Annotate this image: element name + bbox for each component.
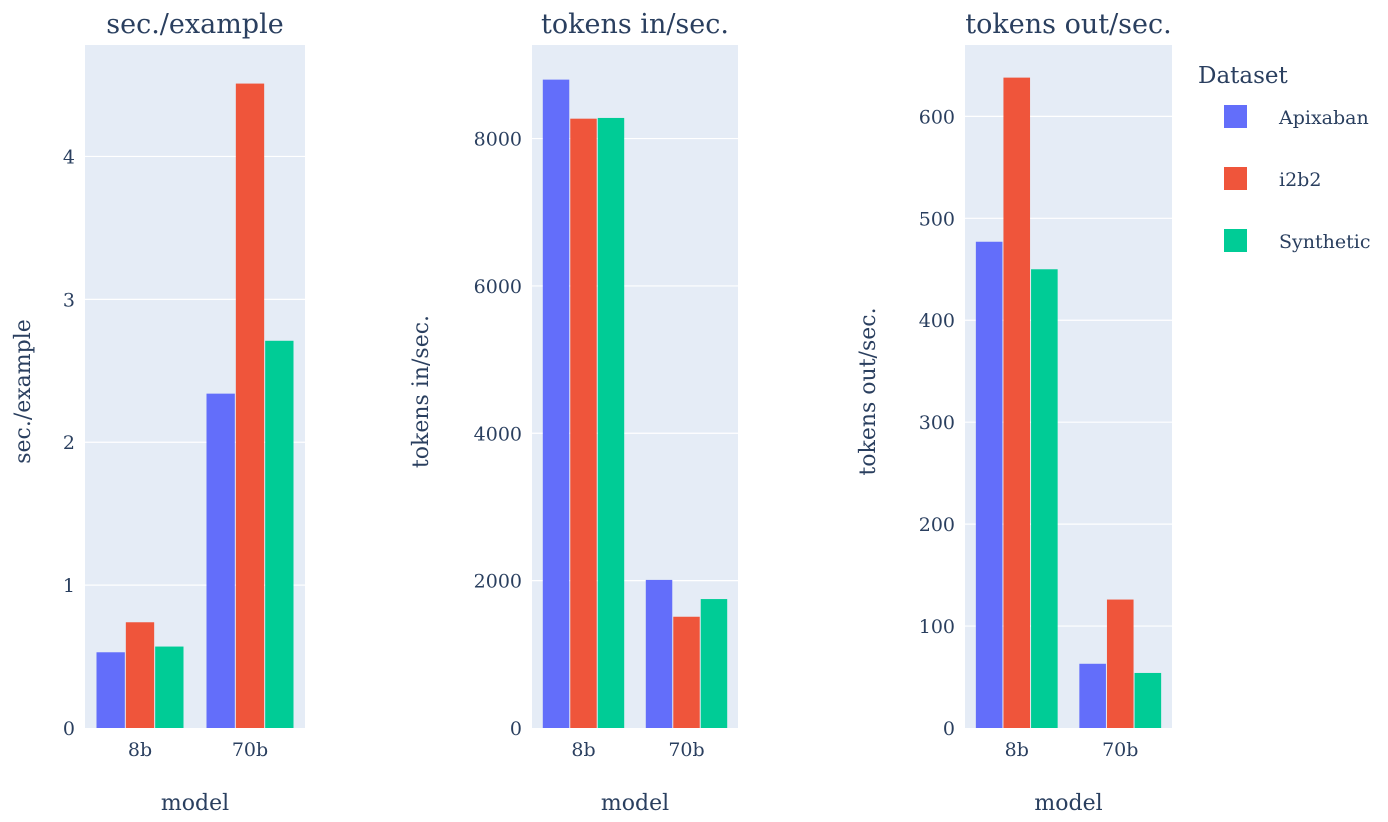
legend-label: Apixaban	[1278, 107, 1369, 129]
y-tick-label: 100	[919, 616, 955, 638]
bar-synthetic-70b	[700, 599, 728, 728]
bar-synthetic-8b	[155, 646, 184, 728]
x-axis-title: model	[161, 791, 229, 816]
y-axis-title: sec./example	[11, 319, 36, 464]
chart-panel-1: 0 1 2 3 4 8b 70b sec./example model sec./example	[11, 9, 305, 816]
legend: Dataset Apixaban i2b2 Synthetic	[1198, 63, 1370, 253]
y-tick-label: 400	[919, 310, 955, 332]
chart-panel-3: 0 100 200 300 400 500 600 8b 70b tokens out/sec. m…	[856, 9, 1172, 816]
y-tick-label: 3	[63, 289, 75, 311]
y-tick-label: 6000	[474, 276, 522, 298]
bar-synthetic-8b	[597, 117, 625, 728]
bar-i2b2-70b	[235, 83, 265, 729]
bar-apixaban-70b	[1079, 663, 1106, 728]
y-tick-label: 2	[63, 432, 75, 454]
x-axis-title: model	[1034, 791, 1102, 816]
bar-apixaban-70b	[645, 579, 673, 728]
y-tick-label: 1	[63, 575, 75, 597]
y-tick-label: 0	[63, 718, 75, 740]
y-tick-label: 4	[63, 146, 75, 168]
legend-label: Synthetic	[1279, 231, 1370, 253]
bar-synthetic-70b	[1134, 672, 1162, 728]
legend-item-synthetic: Synthetic	[1224, 229, 1370, 253]
y-tick-label: 300	[919, 412, 955, 434]
bar-apixaban-8b	[975, 241, 1003, 728]
chart-panel-2: 0 2000 4000 6000 8000 8b 70b tokens in/sec. mode…	[409, 9, 738, 816]
bar-i2b2-8b	[1003, 77, 1031, 728]
chart-title: tokens out/sec.	[965, 9, 1171, 40]
y-tick-label: 4000	[474, 423, 522, 445]
y-tick-label: 200	[919, 514, 955, 536]
x-tick-label: 70b	[1102, 739, 1138, 761]
bar-apixaban-70b	[206, 393, 235, 728]
bar-i2b2-70b	[673, 616, 700, 728]
y-axis-title: tokens in/sec.	[409, 315, 434, 468]
legend-title: Dataset	[1198, 63, 1289, 89]
legend-item-i2b2: i2b2	[1224, 167, 1321, 191]
bar-i2b2-8b	[125, 622, 155, 728]
legend-label: i2b2	[1279, 169, 1321, 191]
chart-title: tokens in/sec.	[541, 9, 729, 40]
legend-swatch	[1224, 167, 1247, 190]
y-tick-label: 500	[919, 208, 955, 230]
bar-synthetic-70b	[265, 340, 294, 728]
y-tick-label: 0	[943, 718, 955, 740]
chart-title: sec./example	[106, 9, 283, 40]
x-tick-label: 70b	[232, 739, 268, 761]
bar-synthetic-8b	[1031, 269, 1058, 728]
bar-apixaban-8b	[542, 79, 570, 729]
y-tick-label: 0	[510, 718, 522, 740]
x-tick-label: 70b	[668, 739, 704, 761]
y-tick-label: 2000	[474, 571, 522, 593]
legend-item-apixaban: Apixaban	[1224, 105, 1369, 129]
y-axis-title: tokens out/sec.	[856, 307, 881, 475]
x-tick-label: 8b	[128, 739, 152, 761]
bar-i2b2-70b	[1106, 599, 1134, 728]
x-axis-title: model	[601, 791, 669, 816]
legend-swatch	[1224, 105, 1247, 128]
legend-swatch	[1224, 229, 1247, 252]
bar-apixaban-8b	[96, 652, 125, 728]
y-tick-label: 8000	[474, 129, 522, 151]
x-tick-label: 8b	[1005, 739, 1029, 761]
bar-i2b2-8b	[570, 118, 597, 729]
x-tick-label: 8b	[571, 739, 595, 761]
y-tick-label: 600	[919, 106, 955, 128]
